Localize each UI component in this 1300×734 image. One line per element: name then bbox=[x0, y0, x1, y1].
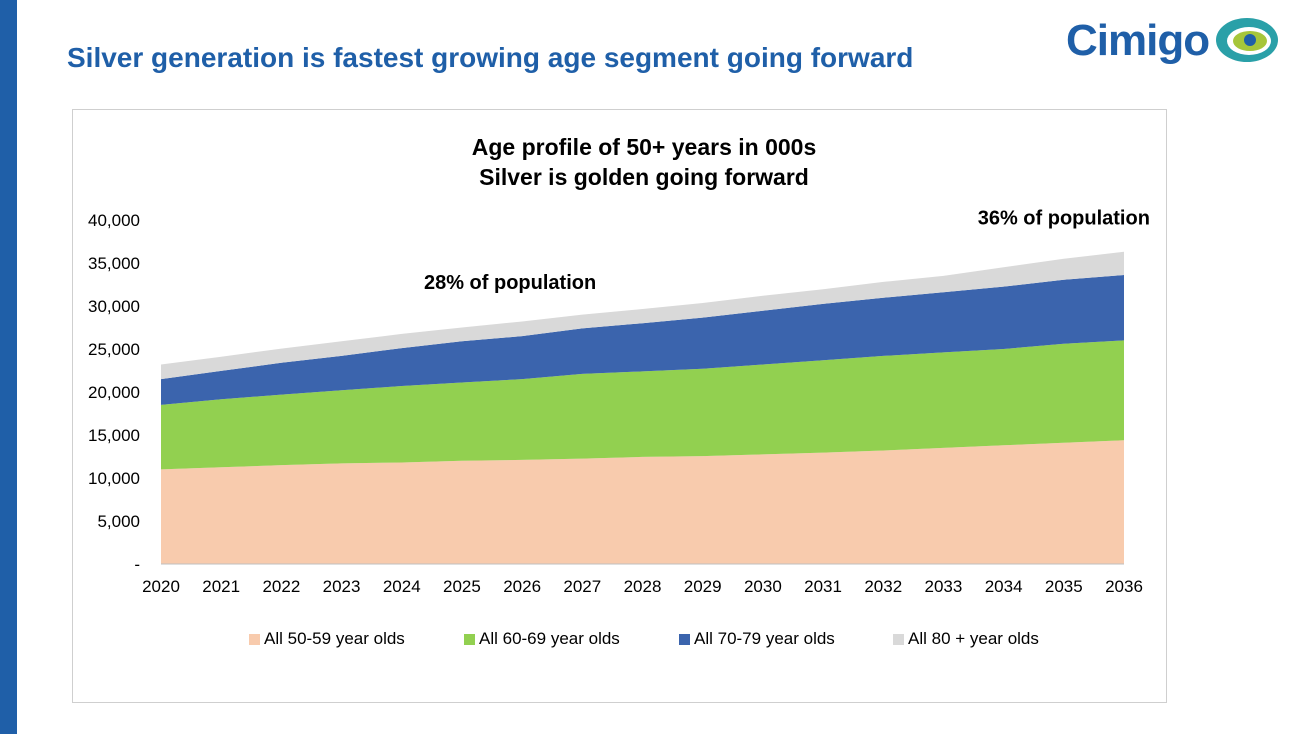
legend-item: All 60-69 year olds bbox=[464, 629, 620, 649]
y-tick-label: 5,000 bbox=[97, 512, 140, 531]
logo-wordmark: Cimigo bbox=[1066, 16, 1210, 65]
annotation-label: 28% of population bbox=[424, 272, 596, 294]
legend-label: All 70-79 year olds bbox=[694, 629, 835, 648]
area-series-3 bbox=[161, 275, 1124, 405]
y-tick-label: 10,000 bbox=[88, 469, 140, 488]
y-tick-label: 35,000 bbox=[88, 254, 140, 273]
x-tick-label: 2030 bbox=[744, 577, 782, 596]
legend-label: All 60-69 year olds bbox=[479, 629, 620, 648]
slide-title: Silver generation is fastest growing age… bbox=[67, 42, 914, 73]
x-tick-label: 2024 bbox=[383, 577, 421, 596]
legend-label: All 50-59 year olds bbox=[264, 629, 405, 648]
x-tick-label: 2020 bbox=[142, 577, 180, 596]
x-tick-label: 2036 bbox=[1105, 577, 1143, 596]
x-tick-label: 2031 bbox=[804, 577, 842, 596]
x-tick-label: 2027 bbox=[563, 577, 601, 596]
y-tick-label: 30,000 bbox=[88, 297, 140, 316]
chart-subtitle: Silver is golden going forward bbox=[479, 164, 809, 190]
stacked-area-chart: Age profile of 50+ years in 000s Silver … bbox=[88, 134, 1150, 596]
eye-icon bbox=[1216, 18, 1278, 62]
area-series-2 bbox=[161, 340, 1124, 470]
x-axis: 2020 2021 2022 2023 2024 2025 2026 2027 2028 2029… bbox=[142, 563, 1143, 596]
x-tick-label: 2023 bbox=[323, 577, 361, 596]
x-tick-label: 2028 bbox=[624, 577, 662, 596]
x-tick-label: 2022 bbox=[262, 577, 300, 596]
cimigo-logo: Cimigo bbox=[1066, 12, 1281, 72]
legend-swatch bbox=[464, 633, 475, 645]
x-tick-label: 2029 bbox=[684, 577, 722, 596]
legend-swatch bbox=[249, 633, 260, 645]
y-tick-label: 20,000 bbox=[88, 383, 140, 402]
chart-frame: Age profile of 50+ years in 000s Silver … bbox=[72, 109, 1167, 703]
annotation-label: 36% of population bbox=[978, 207, 1150, 229]
x-tick-label: 2035 bbox=[1045, 577, 1083, 596]
x-tick-label: 2025 bbox=[443, 577, 481, 596]
y-tick-label: 15,000 bbox=[88, 426, 140, 445]
chart-title: Age profile of 50+ years in 000s bbox=[472, 134, 817, 160]
left-accent-bar bbox=[0, 0, 17, 734]
area-series-group bbox=[161, 251, 1124, 564]
area-series-1 bbox=[161, 440, 1124, 564]
y-axis: - 5,000 10,000 15,000 20,000 25,000 30,000 35,0… bbox=[88, 211, 140, 574]
x-tick-label: 2026 bbox=[503, 577, 541, 596]
y-tick-label: 40,000 bbox=[88, 211, 140, 230]
legend-item: All 80 + year olds bbox=[893, 629, 1039, 649]
x-tick-label: 2033 bbox=[925, 577, 963, 596]
legend-item: All 70-79 year olds bbox=[679, 629, 835, 649]
legend-label: All 80 + year olds bbox=[908, 629, 1039, 648]
legend-swatch bbox=[679, 633, 690, 645]
area-series-4 bbox=[161, 251, 1124, 380]
y-tick-label: - bbox=[134, 555, 140, 574]
x-tick-label: 2032 bbox=[864, 577, 902, 596]
x-tick-label: 2034 bbox=[985, 577, 1023, 596]
annotations: 28% of population 36% of population bbox=[424, 207, 1150, 293]
x-tick-label: 2021 bbox=[202, 577, 240, 596]
y-tick-label: 25,000 bbox=[88, 340, 140, 359]
legend-item: All 50-59 year olds bbox=[249, 629, 405, 649]
legend-swatch bbox=[893, 633, 904, 645]
